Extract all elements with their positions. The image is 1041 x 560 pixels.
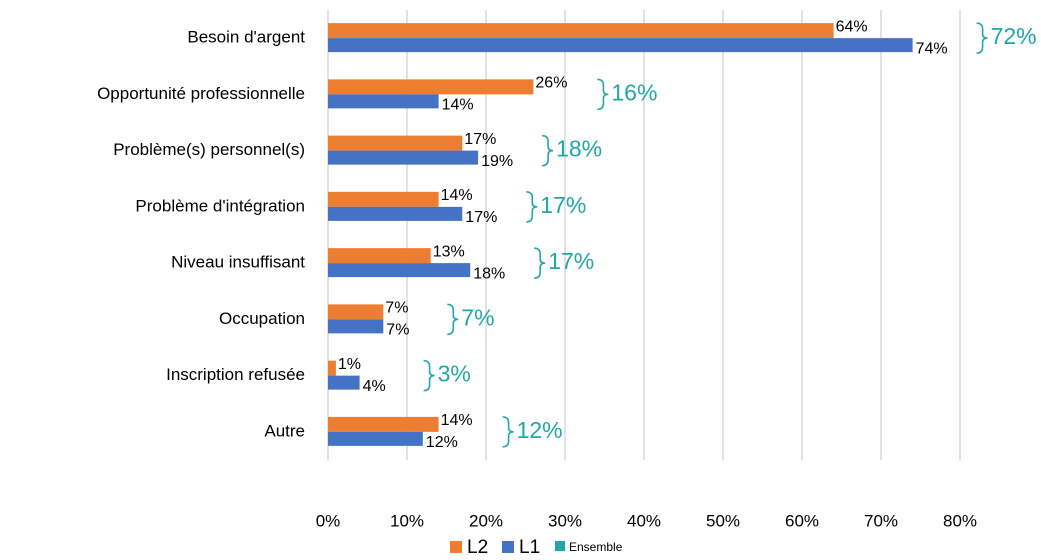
y-tick-label: Inscription refusée <box>166 365 305 384</box>
ensemble-label: 72% <box>991 23 1037 49</box>
ensemble-label: 12% <box>517 417 563 443</box>
value-label: 13% <box>433 243 465 260</box>
x-tick-label: 50% <box>706 511 740 530</box>
bar <box>328 431 423 446</box>
brace <box>976 22 988 54</box>
legend-swatch <box>450 541 462 553</box>
y-tick-label: Occupation <box>219 309 305 328</box>
bar <box>328 375 360 390</box>
brace <box>423 359 435 392</box>
x-tick-label: 40% <box>627 511 661 530</box>
value-label: 14% <box>442 97 474 114</box>
value-label: 4% <box>363 378 386 395</box>
value-label: 19% <box>481 153 513 170</box>
value-label: 14% <box>441 412 473 429</box>
value-label: 26% <box>535 75 567 92</box>
bar <box>328 304 384 320</box>
value-label: 7% <box>385 300 408 317</box>
x-tick-label: 20% <box>469 511 503 530</box>
y-tick-label: Opportunité professionnelle <box>97 84 305 103</box>
x-tick-label: 0% <box>316 511 341 530</box>
value-label: 64% <box>836 18 868 35</box>
legend-label: L1 <box>519 537 540 558</box>
y-tick-label: Niveau insuffisant <box>171 253 305 272</box>
bar <box>328 191 439 207</box>
bar <box>328 263 471 278</box>
bar <box>328 23 834 39</box>
ensemble-label: 7% <box>461 304 494 330</box>
x-tick-label: 80% <box>943 511 977 530</box>
value-label: 18% <box>473 265 505 282</box>
x-tick-label: 10% <box>390 511 424 530</box>
brace <box>534 247 546 279</box>
value-label: 14% <box>441 187 473 204</box>
bar <box>328 416 439 432</box>
x-tick-label: 70% <box>864 511 898 530</box>
bar <box>328 94 439 109</box>
legend-label: L2 <box>467 537 488 558</box>
y-tick-label: Besoin d'argent <box>187 28 305 47</box>
bar <box>328 38 913 53</box>
brace <box>526 191 538 223</box>
brace <box>502 416 514 448</box>
legend-label: Ensemble <box>569 540 623 554</box>
value-label: 17% <box>465 209 497 226</box>
ensemble-label: 18% <box>556 136 602 162</box>
value-label: 17% <box>464 131 496 148</box>
bar <box>328 360 336 376</box>
bar <box>328 135 463 151</box>
legend-swatch <box>555 541 565 551</box>
value-label: 12% <box>426 434 458 451</box>
bar <box>328 319 384 334</box>
value-label: 1% <box>338 356 361 373</box>
x-tick-label: 30% <box>548 511 582 530</box>
y-tick-label: Autre <box>264 421 305 440</box>
brace <box>597 78 609 111</box>
brace <box>447 303 459 336</box>
bar <box>328 206 463 221</box>
x-tick-label: 60% <box>785 511 819 530</box>
ensemble-label: 16% <box>611 79 657 105</box>
ensemble-label: 17% <box>548 248 594 274</box>
legend-swatch <box>502 541 514 553</box>
ensemble-label: 17% <box>540 192 586 218</box>
ensemble-label: 3% <box>438 361 471 387</box>
brace <box>542 134 554 167</box>
y-tick-label: Problème(s) personnel(s) <box>113 140 305 159</box>
y-tick-label: Problème d'intégration <box>135 196 305 215</box>
value-label: 74% <box>916 40 948 57</box>
bar <box>328 248 431 264</box>
bar <box>328 79 534 95</box>
bar <box>328 150 479 165</box>
value-label: 7% <box>386 322 409 339</box>
